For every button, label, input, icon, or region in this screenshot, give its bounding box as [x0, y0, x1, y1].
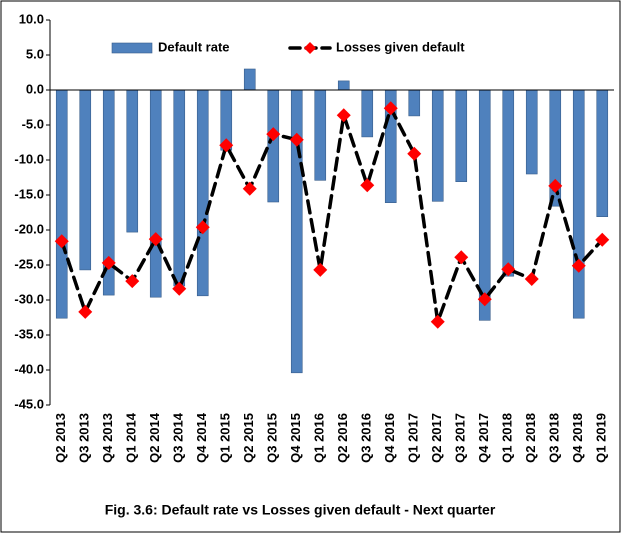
bar [55, 89, 68, 319]
x-tick-label: Q4 2015 [288, 413, 303, 463]
marker [172, 281, 187, 296]
marker [524, 272, 539, 286]
bar [478, 89, 491, 321]
bar [408, 89, 421, 117]
y-tick-label: -15.0 [14, 186, 44, 201]
x-tick-label: Q1 2015 [218, 413, 233, 463]
x-tick-label: Q4 2017 [476, 413, 491, 463]
x-tick-label: Q3 2013 [77, 413, 92, 463]
x-tick-label: Q1 2019 [594, 413, 609, 463]
x-tick-label: Q1 2018 [500, 413, 515, 463]
bar [525, 89, 538, 175]
bar [79, 89, 92, 271]
bar [243, 68, 256, 91]
y-tick-label: 0.0 [26, 81, 44, 96]
marker [571, 258, 586, 273]
marker [360, 178, 375, 193]
bar [290, 89, 303, 374]
x-tick-label: Q1 2016 [312, 413, 327, 463]
legend-marker [304, 42, 316, 54]
chart-title: Fig. 3.6: Default rate vs Losses given d… [105, 502, 496, 518]
marker [313, 262, 328, 277]
legend-swatch [111, 42, 153, 54]
x-tick-label: Q1 2014 [124, 412, 139, 463]
marker [548, 178, 563, 193]
x-tick-label: Q2 2014 [147, 412, 162, 463]
bar [596, 89, 609, 217]
bar [314, 89, 327, 181]
y-tick-label: -25.0 [14, 256, 44, 271]
marker [430, 314, 445, 329]
bar [196, 89, 209, 297]
y-tick-label: -10.0 [14, 151, 44, 166]
x-tick-label: Q3 2017 [453, 413, 468, 463]
bar [149, 89, 162, 298]
x-tick-label: Q2 2016 [335, 413, 350, 463]
marker [595, 232, 610, 247]
x-tick-label: Q2 2017 [429, 413, 444, 463]
marker [78, 304, 93, 319]
marker [336, 108, 351, 123]
x-tick-label: Q2 2018 [523, 413, 538, 463]
y-tick-label: -5.0 [22, 116, 44, 131]
x-tick-label: Q4 2018 [570, 413, 585, 463]
marker [266, 127, 281, 142]
marker [148, 232, 163, 247]
x-tick-label: Q1 2017 [406, 413, 421, 463]
bar [502, 89, 515, 277]
marker [125, 274, 140, 289]
marker [383, 101, 398, 116]
marker [242, 181, 257, 196]
x-tick-label: Q3 2014 [171, 412, 186, 463]
marker [454, 250, 469, 265]
y-tick-label: -30.0 [14, 291, 44, 306]
x-tick-label: Q3 2016 [359, 413, 374, 463]
y-tick-label: 10.0 [19, 11, 44, 26]
x-tick-label: Q3 2018 [547, 413, 562, 463]
marker [101, 255, 116, 270]
bar [455, 89, 468, 182]
bar [337, 80, 350, 91]
marker [501, 262, 516, 277]
legend-label: Default rate [158, 39, 230, 54]
marker [407, 146, 422, 161]
y-tick-label: 5.0 [26, 46, 44, 61]
bar [173, 89, 186, 287]
x-tick-label: Q4 2013 [100, 413, 115, 463]
x-tick-label: Q2 2015 [241, 413, 256, 463]
x-tick-label: Q4 2016 [382, 413, 397, 463]
x-tick-label: Q2 2013 [53, 413, 68, 463]
bar [431, 89, 444, 202]
marker [219, 138, 234, 153]
marker [195, 220, 210, 235]
marker [477, 292, 492, 307]
marker [54, 234, 69, 249]
bar [126, 89, 139, 233]
bar [572, 89, 585, 319]
bar [267, 89, 280, 203]
x-tick-label: Q4 2014 [194, 412, 209, 463]
y-tick-label: -45.0 [14, 396, 44, 411]
bar [361, 89, 374, 138]
legend-label: Losses given default [336, 39, 465, 54]
x-tick-label: Q3 2015 [265, 413, 280, 463]
y-tick-label: -35.0 [14, 326, 44, 341]
marker [289, 132, 304, 147]
y-tick-label: -40.0 [14, 361, 44, 376]
y-tick-label: -20.0 [14, 221, 44, 236]
